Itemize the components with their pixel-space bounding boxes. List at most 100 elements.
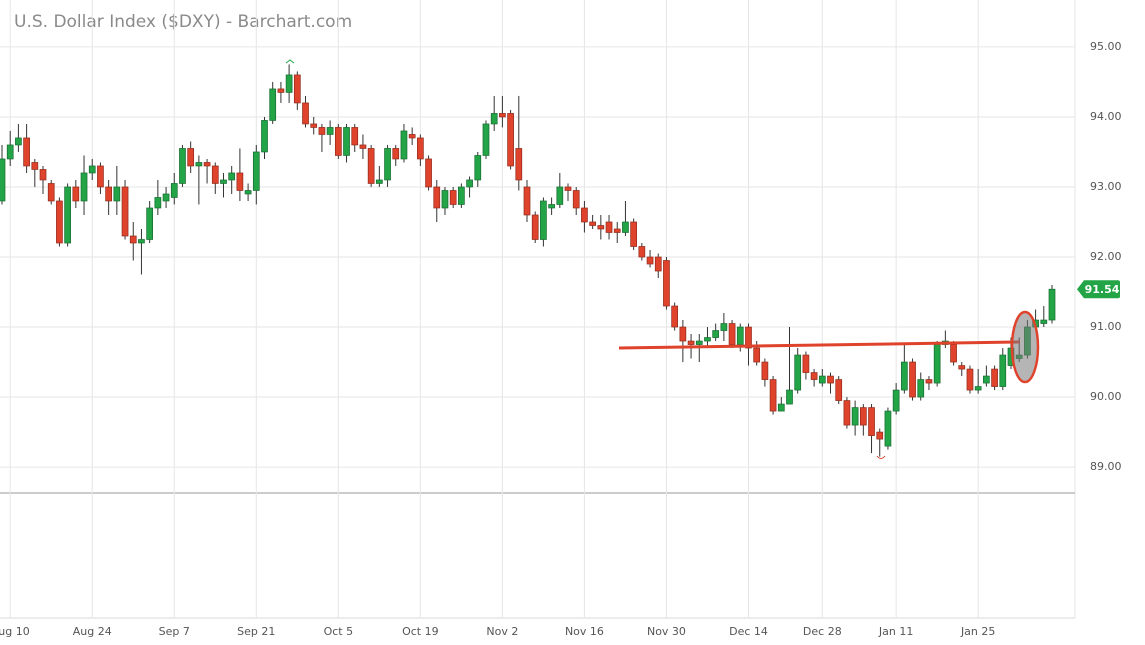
candle-body <box>170 183 178 198</box>
candle-body <box>753 347 761 363</box>
candle-body <box>195 162 203 167</box>
candle-body <box>933 344 941 384</box>
candle-body <box>925 379 933 384</box>
candle-body <box>220 179 227 184</box>
price-tag-shape <box>1077 280 1120 299</box>
candle-body <box>654 256 662 272</box>
candle-body <box>523 186 531 216</box>
candle-body <box>351 127 359 146</box>
price-tag-label: 91.54 <box>1085 283 1120 296</box>
candle-body <box>900 361 908 391</box>
candle-body <box>687 340 695 345</box>
x-tick-label: Jan 11 <box>878 625 913 638</box>
chart-title: U.S. Dollar Index ($DXY) - Barchart.com <box>14 12 352 32</box>
candle-body <box>490 113 498 125</box>
candle-body <box>375 179 383 184</box>
candle-body <box>187 148 195 167</box>
candle-body <box>950 344 957 363</box>
candle-body <box>646 256 654 265</box>
candle-body <box>712 330 720 338</box>
candle-body <box>605 221 613 233</box>
candle-body <box>449 190 457 205</box>
candle-body <box>310 123 318 128</box>
candle-body <box>97 165 104 188</box>
candle-body <box>876 431 884 440</box>
candle-body <box>326 127 334 135</box>
candle-body <box>482 123 490 156</box>
x-tick-label: Aug 24 <box>73 625 112 638</box>
candle-body <box>146 207 154 240</box>
y-tick-label: 92.00 <box>1090 250 1122 263</box>
candle-body <box>15 137 22 146</box>
candle-body <box>228 172 236 181</box>
candle-body <box>129 235 137 244</box>
candle-body <box>64 186 71 244</box>
candle-body <box>868 407 875 436</box>
candle-body <box>720 323 728 331</box>
y-tick-label: 91.00 <box>1090 320 1122 333</box>
x-tick-label: Nov 30 <box>647 625 686 638</box>
candle-body <box>991 368 998 387</box>
candle-body <box>531 214 539 240</box>
y-tick-label: 95.00 <box>1090 40 1122 53</box>
candle-body <box>343 127 350 156</box>
candle-body <box>236 172 244 191</box>
grid <box>0 0 1075 618</box>
candle-body <box>367 148 375 184</box>
low-marker <box>876 455 886 459</box>
candle-body <box>499 113 506 118</box>
candle-body <box>892 389 900 412</box>
annotation-ellipse <box>1010 310 1040 384</box>
candle-body <box>417 137 424 160</box>
y-tick-label: 94.00 <box>1090 110 1122 123</box>
candle-body <box>39 169 47 181</box>
candle-body <box>392 148 400 160</box>
candle-body <box>507 113 514 167</box>
candle-body <box>318 127 326 135</box>
candle-body <box>138 239 145 244</box>
x-tick-label: Nov 2 <box>486 625 518 638</box>
candle-body <box>999 354 1007 387</box>
x-tick-label: Dec 14 <box>729 625 768 638</box>
candle-body <box>425 158 432 188</box>
candle-body <box>572 190 580 209</box>
candle-body <box>400 130 408 160</box>
candle-body <box>843 400 851 426</box>
candle-body <box>745 326 752 349</box>
candle-body <box>31 162 39 170</box>
candle-body <box>704 337 711 342</box>
x-tick-label: Sep 21 <box>237 625 275 638</box>
x-tick-label: Sep 7 <box>159 625 190 638</box>
annotation-line <box>618 340 1021 350</box>
candle-body <box>302 102 309 125</box>
candle-body <box>695 340 703 345</box>
candle-body <box>269 88 277 121</box>
candle-body <box>72 186 80 202</box>
candle-body <box>622 221 629 233</box>
candle-body <box>794 354 802 391</box>
candle-body <box>56 200 63 244</box>
candle-body <box>211 165 219 184</box>
candle-body <box>983 375 990 384</box>
candle-body <box>203 162 211 167</box>
candle-body <box>359 144 367 149</box>
y-tick-label: 90.00 <box>1090 390 1122 403</box>
candle-body <box>761 361 769 380</box>
candle-body <box>433 186 441 209</box>
candle-body <box>548 204 555 209</box>
candle-body <box>80 172 88 202</box>
candle-body <box>441 190 449 209</box>
x-tick-label: Jan 25 <box>960 625 995 638</box>
candle-body <box>261 120 268 153</box>
candle-body <box>909 361 916 398</box>
candle-body <box>162 193 170 202</box>
candle-body <box>974 386 982 391</box>
x-tick-label: Aug 10 <box>0 625 30 638</box>
candle-body <box>638 246 646 258</box>
candle-body <box>671 305 679 328</box>
candle-body <box>769 379 777 412</box>
candle-body <box>777 403 785 412</box>
candle-body <box>564 186 572 191</box>
